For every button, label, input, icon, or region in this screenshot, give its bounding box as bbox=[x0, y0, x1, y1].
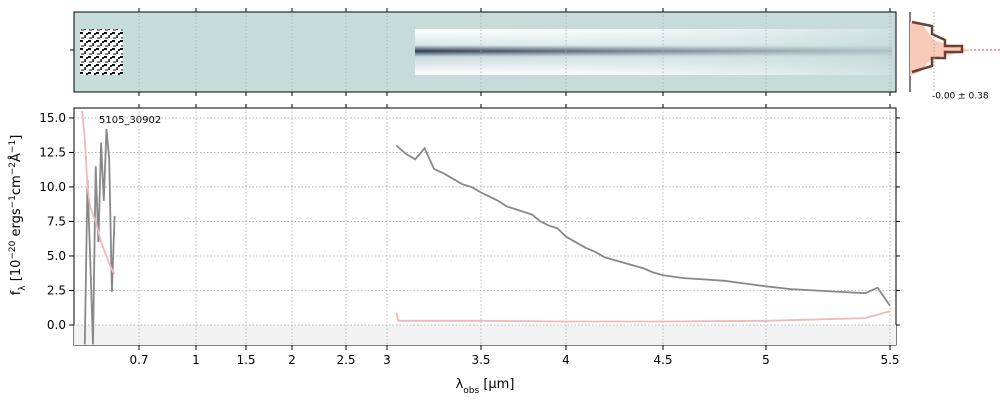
plot-frame bbox=[73, 107, 897, 346]
y-tick-label: 0.0 bbox=[47, 318, 66, 332]
spectrum-line bbox=[83, 128, 116, 345]
label-part: λ bbox=[456, 377, 464, 392]
y-tick-label: 2.5 bbox=[47, 283, 66, 297]
x-tick-label: 4 bbox=[562, 353, 570, 367]
label-part: −1 bbox=[8, 195, 18, 208]
y-tick-label: 12.5 bbox=[39, 145, 66, 159]
profile bbox=[911, 20, 964, 74]
profile-fill bbox=[910, 22, 972, 76]
label-part: λ bbox=[18, 285, 28, 291]
label-part: [μm] bbox=[479, 377, 514, 392]
spectrum-line bbox=[81, 110, 116, 275]
label-part: ] bbox=[9, 135, 24, 140]
x-tick-label: 0.7 bbox=[129, 353, 148, 367]
image-noise bbox=[80, 29, 123, 75]
x-tick-label: 1.5 bbox=[236, 353, 255, 367]
stats-label: -0.00 ± 0.38 bbox=[932, 92, 989, 102]
x-tick-label: 5 bbox=[762, 353, 770, 367]
label-part: ergs bbox=[9, 208, 24, 240]
spectrum-line bbox=[395, 310, 891, 323]
x-tick-label: 2.5 bbox=[336, 353, 355, 367]
label-part: −2 bbox=[8, 162, 18, 175]
x-tick-label: 5.5 bbox=[880, 353, 899, 367]
label-part: [10 bbox=[9, 260, 24, 286]
label-part: cm bbox=[9, 175, 24, 195]
label-part: Å bbox=[8, 153, 24, 162]
image-fade bbox=[415, 29, 892, 75]
y-tick-label: 15.0 bbox=[39, 111, 66, 125]
annotation: 5105_30902 bbox=[99, 115, 161, 126]
label-part: −20 bbox=[8, 240, 18, 259]
spectrum-line bbox=[395, 144, 891, 307]
y-axis-label: fλ [10−20 ergs−1cm−2Å−1] bbox=[8, 135, 28, 296]
below-zero-band bbox=[74, 324, 896, 345]
x-tick-label: 1 bbox=[192, 353, 200, 367]
y-tick-label: 10.0 bbox=[39, 180, 66, 194]
x-axis-label: λobs [μm] bbox=[456, 377, 515, 396]
x-tick-label: 4.5 bbox=[653, 353, 672, 367]
label-part: obs bbox=[463, 386, 479, 396]
label-part: −1 bbox=[8, 140, 18, 153]
y-tick-label: 5.0 bbox=[47, 249, 66, 263]
x-tick-label: 2 bbox=[288, 353, 296, 367]
spectrum-2d-panel bbox=[70, 11, 897, 93]
label-part: f bbox=[9, 290, 24, 295]
y-tick-label: 7.5 bbox=[47, 214, 66, 228]
x-tick-label: 3 bbox=[383, 353, 391, 367]
profile-panel: -0.00 ± 0.38 bbox=[909, 12, 1000, 102]
x-tick-label: 3.5 bbox=[471, 353, 490, 367]
